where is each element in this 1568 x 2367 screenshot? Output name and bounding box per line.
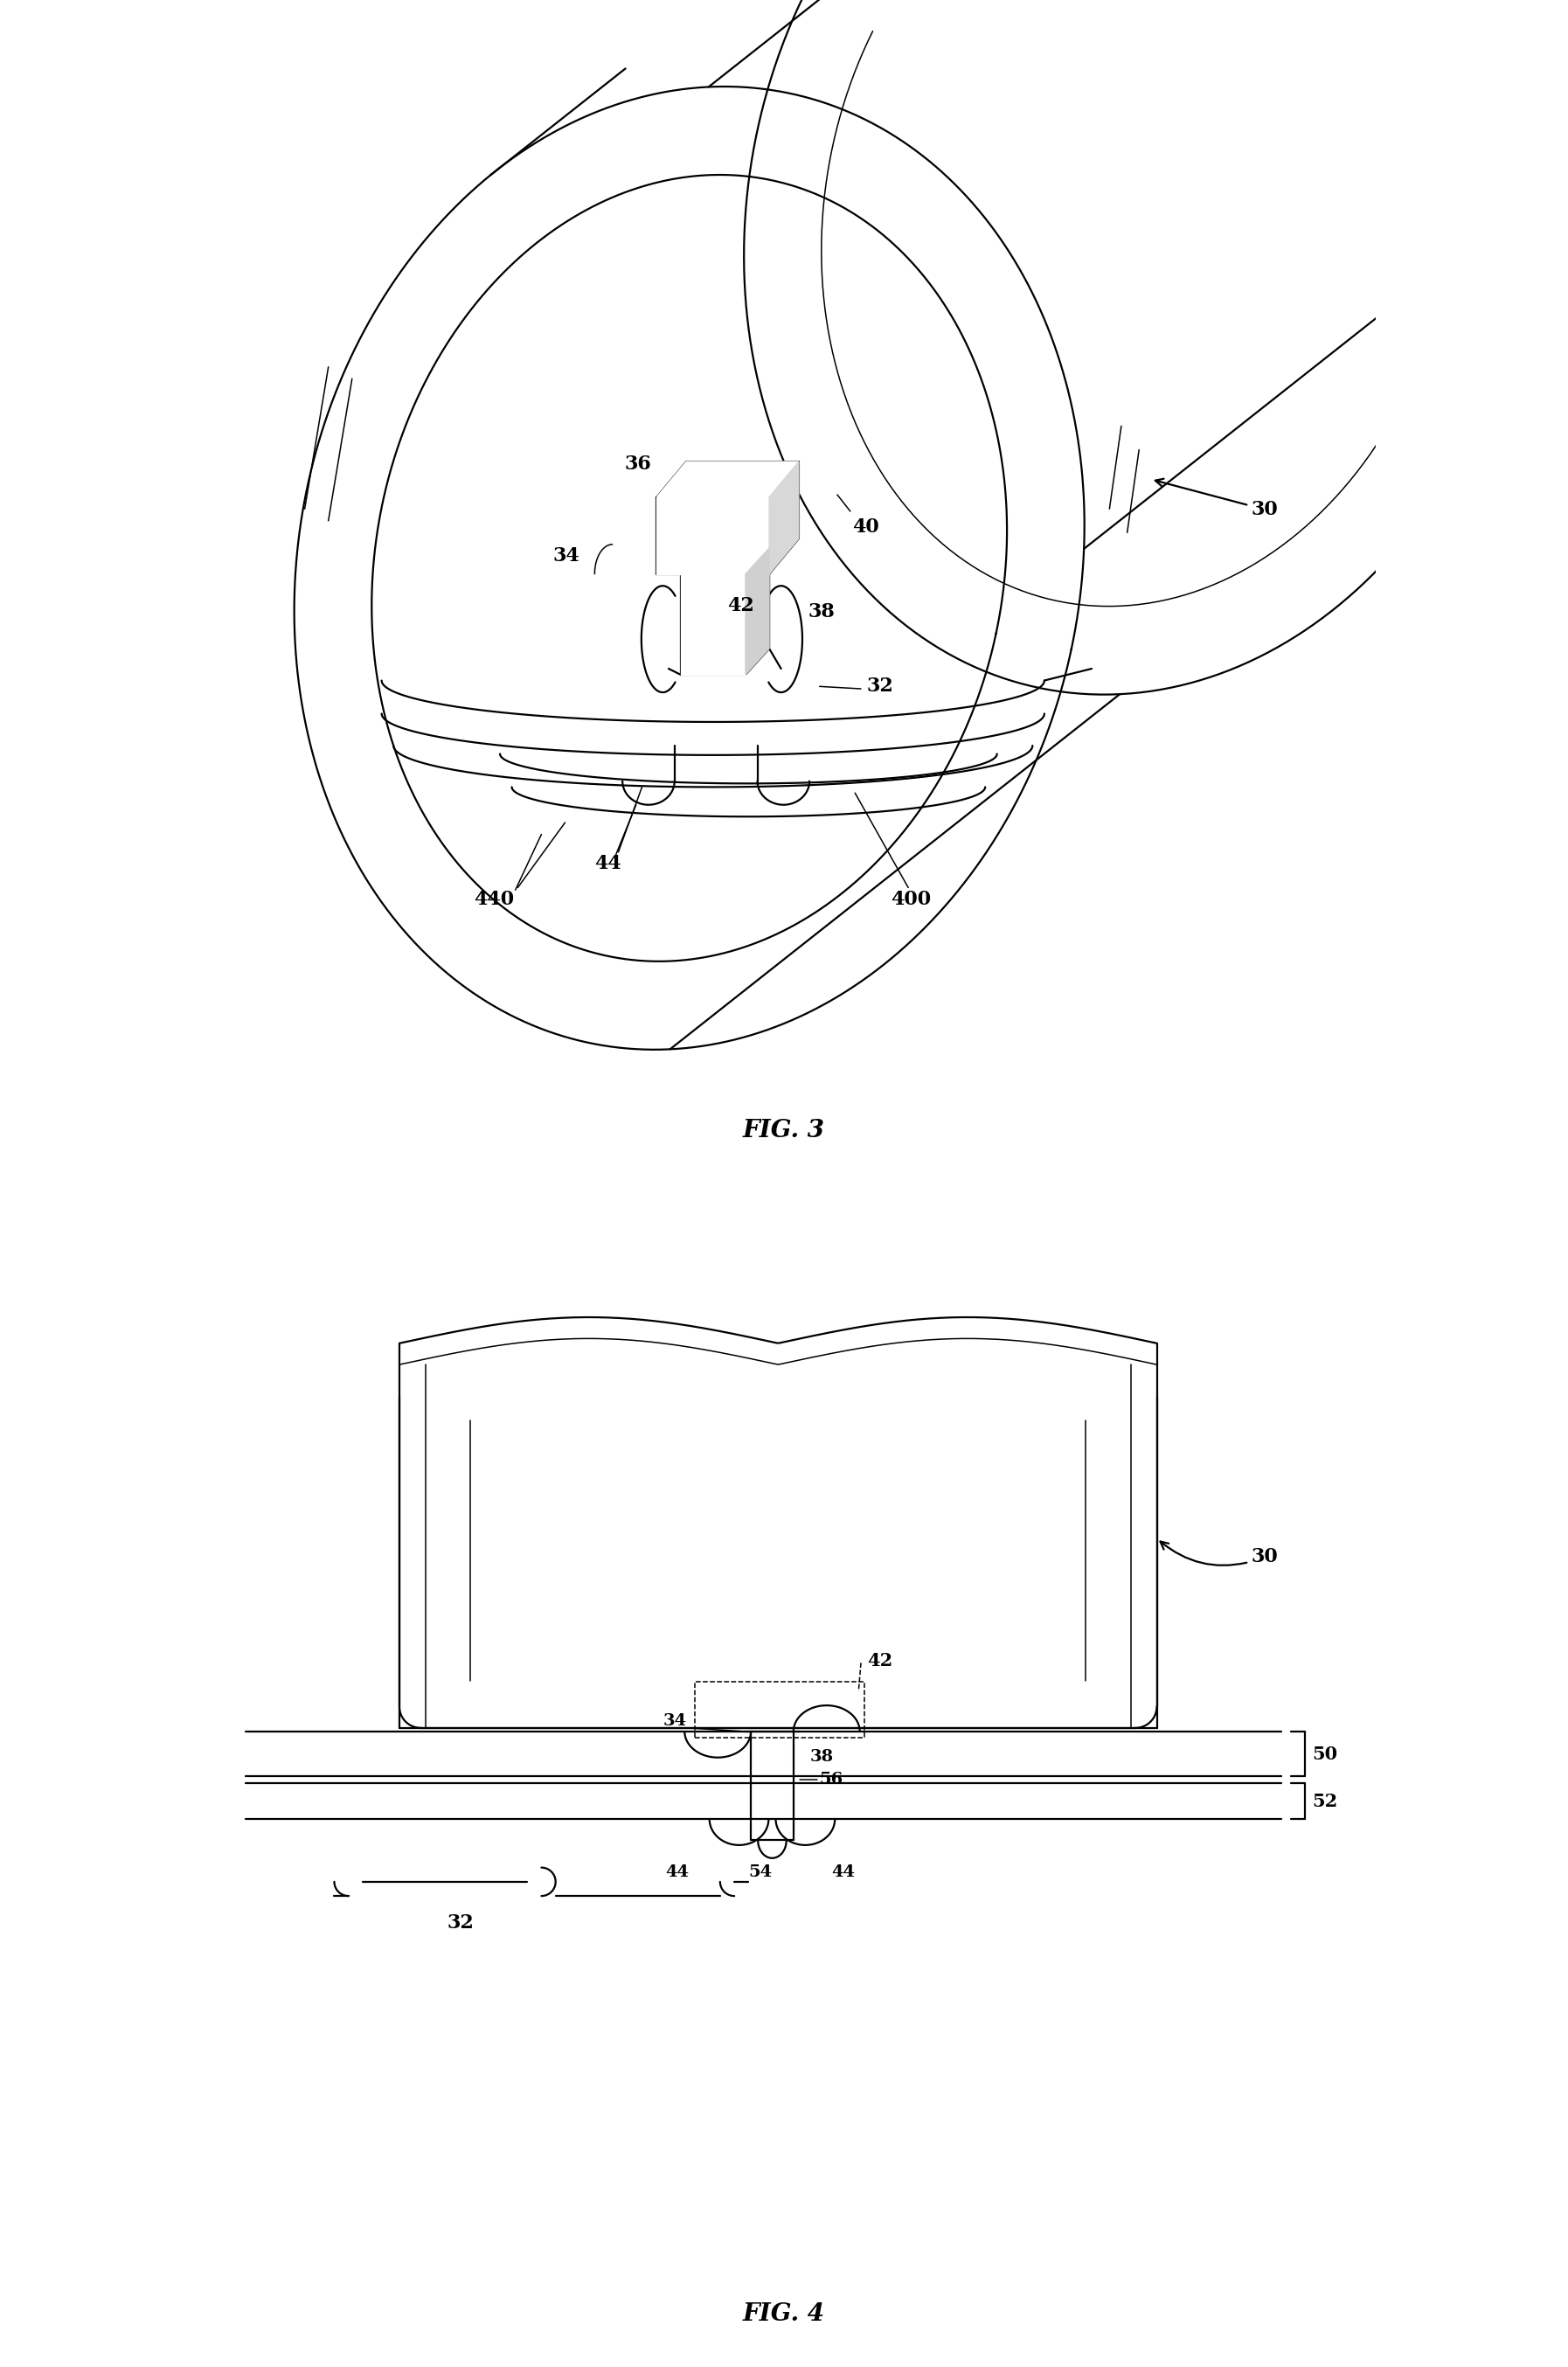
Polygon shape [770,462,798,573]
Text: 400: 400 [891,890,931,909]
Bar [695,1681,864,1737]
Text: 56: 56 [820,1773,844,1787]
Text: 42: 42 [728,596,754,615]
Text: 44: 44 [831,1863,855,1879]
Text: 34: 34 [663,1714,687,1728]
Text: 50: 50 [1312,1744,1338,1763]
Text: 54: 54 [748,1863,771,1879]
Text: 36: 36 [624,454,651,473]
Text: 44: 44 [666,1863,690,1879]
Text: 38: 38 [808,601,834,623]
Text: 40: 40 [853,516,880,537]
Polygon shape [681,573,745,675]
Text: 32: 32 [447,1913,474,1934]
Polygon shape [745,547,770,675]
Text: 44: 44 [594,854,621,873]
Text: 440: 440 [474,890,514,909]
Text: FIG. 4: FIG. 4 [743,2303,825,2324]
Text: 30: 30 [1156,478,1278,518]
Text: 38: 38 [811,1749,834,1766]
Text: 30: 30 [1160,1541,1278,1567]
Polygon shape [657,462,798,497]
Polygon shape [657,497,770,573]
Text: 34: 34 [554,547,580,566]
Text: 42: 42 [867,1652,892,1669]
Text: 52: 52 [1312,1792,1338,1811]
Text: FIG. 3: FIG. 3 [743,1120,825,1141]
Text: 32: 32 [867,677,894,696]
